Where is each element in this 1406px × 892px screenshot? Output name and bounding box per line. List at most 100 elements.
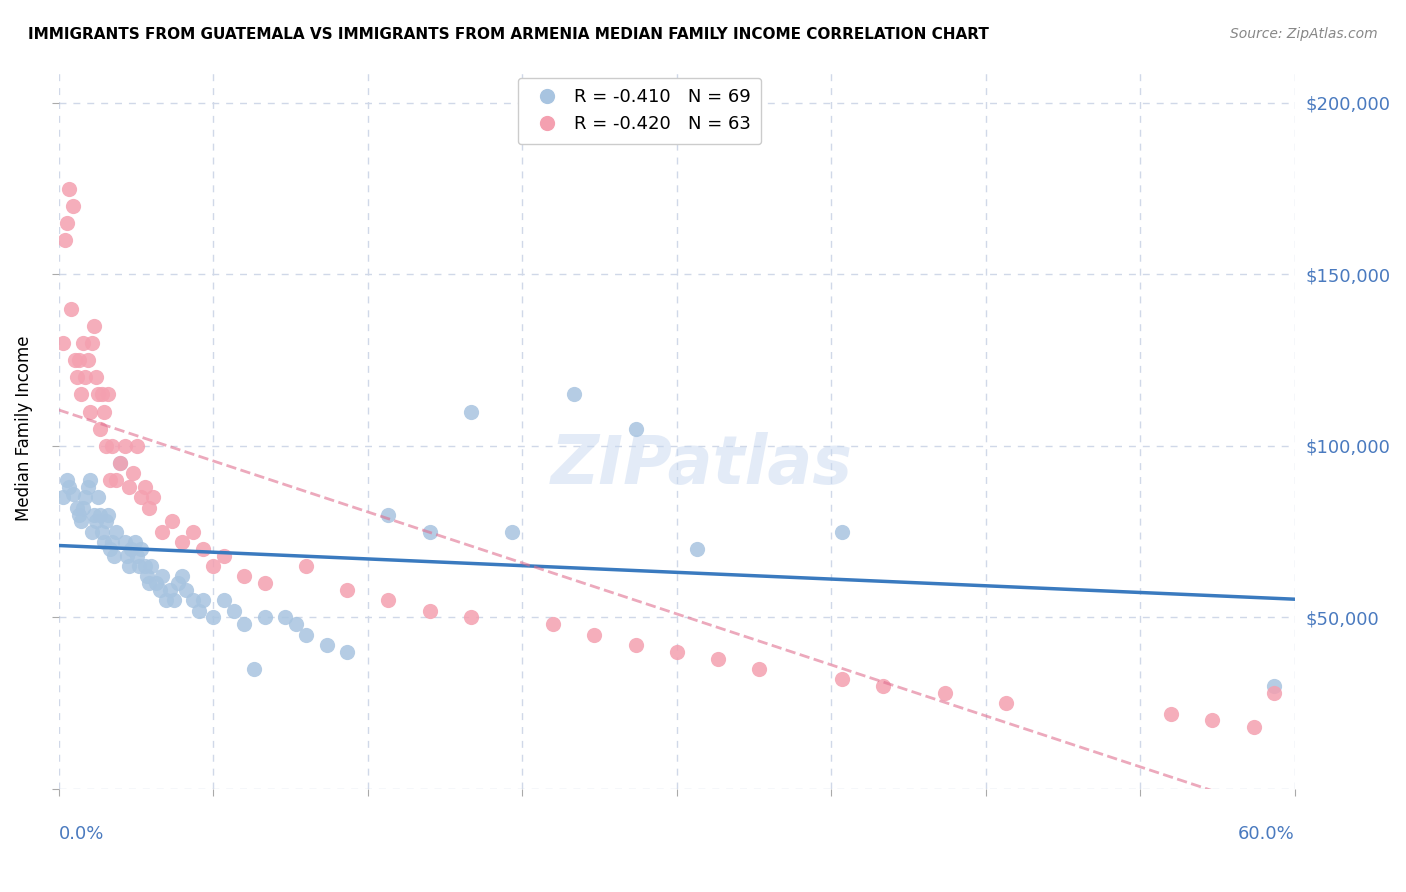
Point — [460, 404, 482, 418]
Point — [377, 508, 399, 522]
Point — [191, 593, 214, 607]
Point — [110, 456, 132, 470]
Point — [284, 617, 307, 632]
Point — [129, 541, 152, 556]
Point — [934, 686, 956, 700]
Point — [84, 515, 107, 529]
Point — [138, 500, 160, 515]
Point — [1160, 706, 1182, 721]
Point — [336, 645, 359, 659]
Point — [1243, 720, 1265, 734]
Point — [94, 439, 117, 453]
Point — [53, 233, 76, 247]
Point — [67, 508, 90, 522]
Point — [134, 480, 156, 494]
Point — [233, 617, 256, 632]
Point — [191, 541, 214, 556]
Point — [91, 524, 114, 539]
Point — [222, 604, 245, 618]
Point — [176, 582, 198, 597]
Point — [83, 318, 105, 333]
Point — [160, 515, 183, 529]
Point — [79, 404, 101, 418]
Point — [181, 524, 204, 539]
Point — [101, 439, 124, 453]
Text: IMMIGRANTS FROM GUATEMALA VS IMMIGRANTS FROM ARMENIA MEDIAN FAMILY INCOME CORREL: IMMIGRANTS FROM GUATEMALA VS IMMIGRANTS … — [28, 27, 988, 42]
Point — [163, 593, 186, 607]
Point — [87, 491, 110, 505]
Point — [233, 569, 256, 583]
Point — [101, 535, 124, 549]
Point — [167, 576, 190, 591]
Point — [315, 638, 337, 652]
Point — [93, 404, 115, 418]
Point — [202, 559, 225, 574]
Point — [58, 181, 80, 195]
Point — [418, 524, 440, 539]
Point — [172, 535, 194, 549]
Point — [110, 456, 132, 470]
Point — [707, 651, 730, 665]
Point — [56, 473, 79, 487]
Point — [98, 473, 121, 487]
Point — [52, 336, 75, 351]
Point — [80, 524, 103, 539]
Point — [66, 370, 89, 384]
Point — [75, 491, 97, 505]
Text: 60.0%: 60.0% — [1239, 825, 1295, 843]
Point — [141, 559, 163, 574]
Point — [62, 199, 84, 213]
Point — [105, 473, 128, 487]
Point — [295, 627, 318, 641]
Point — [114, 439, 136, 453]
Point — [84, 370, 107, 384]
Point — [212, 593, 235, 607]
Text: ZIPatlas: ZIPatlas — [551, 432, 852, 498]
Point — [1263, 686, 1285, 700]
Point — [80, 336, 103, 351]
Point — [142, 491, 165, 505]
Point — [872, 679, 894, 693]
Point — [253, 610, 276, 624]
Point — [1201, 714, 1223, 728]
Point — [181, 593, 204, 607]
Point — [1263, 679, 1285, 693]
Point — [831, 524, 853, 539]
Point — [97, 508, 120, 522]
Point — [103, 549, 125, 563]
Point — [253, 576, 276, 591]
Point — [187, 604, 209, 618]
Point — [114, 535, 136, 549]
Point — [624, 638, 647, 652]
Point — [831, 672, 853, 686]
Point — [72, 500, 94, 515]
Point — [94, 515, 117, 529]
Point — [70, 387, 93, 401]
Point — [97, 387, 120, 401]
Point — [115, 549, 138, 563]
Point — [995, 696, 1018, 710]
Point — [212, 549, 235, 563]
Point — [72, 336, 94, 351]
Point — [501, 524, 523, 539]
Point — [541, 617, 564, 632]
Point — [105, 524, 128, 539]
Point — [150, 569, 173, 583]
Legend: R = -0.410   N = 69, R = -0.420   N = 63: R = -0.410 N = 69, R = -0.420 N = 63 — [517, 78, 762, 145]
Point — [129, 491, 152, 505]
Point — [66, 500, 89, 515]
Point — [202, 610, 225, 624]
Point — [377, 593, 399, 607]
Point — [89, 508, 111, 522]
Text: 0.0%: 0.0% — [59, 825, 104, 843]
Point — [76, 480, 98, 494]
Y-axis label: Median Family Income: Median Family Income — [15, 336, 32, 522]
Point — [93, 535, 115, 549]
Point — [124, 535, 146, 549]
Point — [52, 491, 75, 505]
Point — [145, 576, 167, 591]
Point — [149, 582, 172, 597]
Point — [79, 473, 101, 487]
Point — [418, 604, 440, 618]
Point — [75, 370, 97, 384]
